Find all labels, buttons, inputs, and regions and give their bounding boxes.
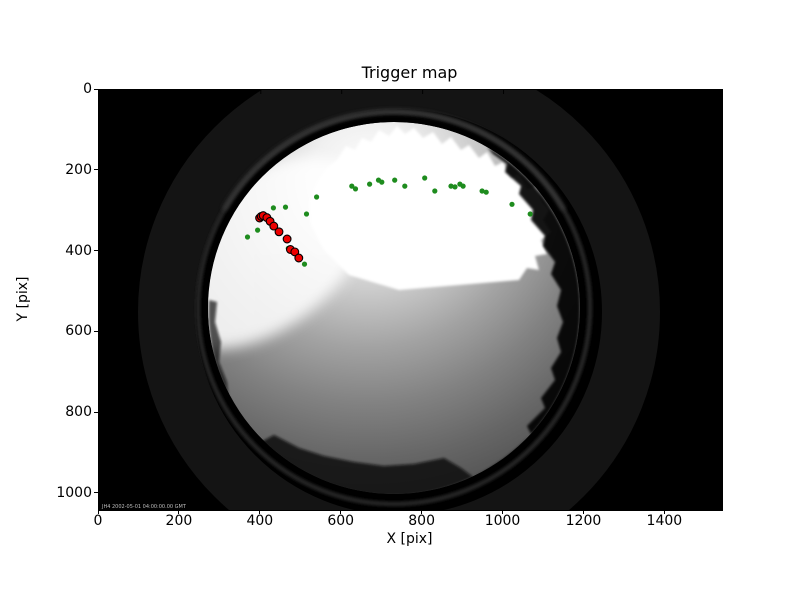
y-tick-mark [94,88,98,90]
x-tick-mark [97,510,99,514]
x-tick-label: 600 [327,513,355,529]
triggered-pixels-point [303,211,310,217]
triggered-pixels-point [460,183,466,189]
y-axis-label: Y [pix] [15,276,31,322]
triggered-pixels-point [479,188,485,194]
y-tick-mark [94,330,98,332]
y-tick-mark [94,411,98,413]
triggered-pixels-point [244,234,251,240]
y-tick-label: 0 [83,81,92,97]
triggered-pixels-point [422,175,428,181]
x-axis-label: X [pix] [386,531,433,547]
triggered-pixels-point [448,183,454,189]
triggered-pixels-point [527,211,533,217]
x-tick-mark [178,510,180,514]
y-tick-label: 600 [65,323,92,340]
x-tick-mark [663,510,665,514]
treeline-bottom [261,435,473,494]
trigger-track-point [282,234,292,244]
x-tick-mark [502,510,504,514]
triggered-pixels-point [314,194,320,200]
plot-area: JH4 2002-05-01 04:00:00.00 GMT [98,89,723,511]
triggered-pixels-point [255,227,261,233]
x-tick-mark [340,510,342,514]
triggered-pixels-point [483,189,489,195]
x-tick-label: 1200 [565,513,602,529]
triggered-pixels-point [282,204,289,210]
triggered-pixels-point [301,261,308,267]
overexposed-sky [309,126,551,290]
triggered-pixels-point [392,177,398,183]
x-tick-label: 200 [165,513,193,529]
y-tick-mark [94,492,98,494]
y-tick-label: 800 [65,404,92,421]
triggered-pixels-point [379,179,385,185]
plot-title: Trigger map [361,63,458,82]
scatter-points [244,175,533,267]
triggered-pixels-point [432,188,438,194]
treeline-right [473,147,580,477]
allsky-camera-image: JH4 2002-05-01 04:00:00.00 GMT [99,90,722,510]
triggered-pixels-point [349,183,355,189]
triggered-pixels-point [509,201,515,207]
trigger-track-point [294,253,304,263]
x-tick-mark [259,510,261,514]
x-tick-label: 400 [246,513,274,529]
triggered-pixels-point [402,183,408,189]
top-tick-marks [99,90,666,94]
y-tick-label: 200 [65,161,92,178]
camera-watermark: JH4 2002-05-01 04:00:00.00 GMT [101,504,187,510]
trigger-track-point [290,247,300,257]
trigger-track-point [269,221,279,231]
y-tick-mark [94,250,98,252]
lens-outer-ring [138,90,660,510]
x-tick-label: 1000 [484,513,521,529]
lens-glow-arc-top [222,109,566,211]
triggered-pixels-point [452,184,458,190]
triggered-pixels-point [270,205,276,211]
triggered-pixels-point [352,186,359,192]
treeline-left [208,300,261,442]
trigger-track-point [274,227,284,237]
x-tick-label: 800 [408,513,435,529]
x-tick-label: 1400 [646,513,683,529]
x-tick-mark [582,510,584,514]
fisheye-disk [208,122,580,494]
y-tick-label: 1000 [56,484,92,501]
x-tick-label: 0 [93,513,103,529]
triggered-pixels-point [367,181,373,187]
y-tick-label: 400 [65,242,92,259]
x-tick-mark [421,510,423,514]
y-tick-mark [94,169,98,171]
